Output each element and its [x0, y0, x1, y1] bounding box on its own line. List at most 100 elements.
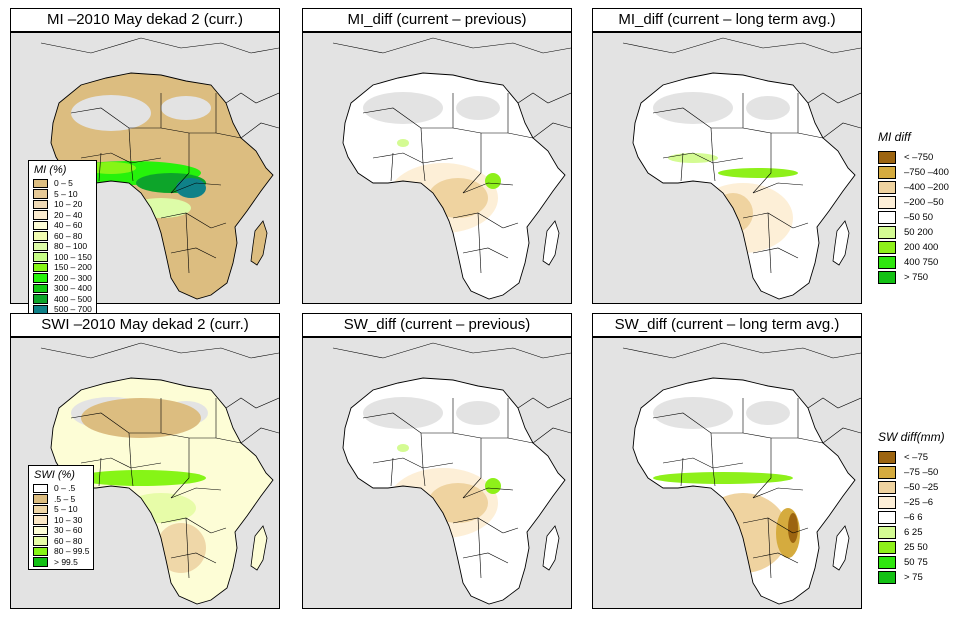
country-border: [680, 457, 684, 487]
value-region: [161, 96, 211, 120]
legend-title: MI diff: [878, 130, 911, 144]
map-africa: [302, 32, 572, 304]
legend-label: 50 75: [904, 556, 928, 568]
country-border: [752, 133, 772, 194]
value-region: [718, 168, 798, 178]
legend-label: 10 – 30: [54, 514, 83, 525]
legend-label: > 75: [904, 571, 923, 583]
legend-item: 10 – 30: [33, 515, 89, 526]
map-africa: [592, 32, 862, 304]
country-border: [170, 133, 190, 194]
country-border: [170, 552, 217, 564]
legend-swatch: [33, 504, 48, 514]
value-region: [653, 92, 733, 124]
madagascar: [832, 220, 850, 266]
country-border: [130, 467, 134, 487]
legend-label: 150 – 200: [54, 262, 92, 273]
value-region: [81, 398, 201, 438]
legend-label: 40 – 60: [54, 220, 83, 231]
legend-title: MI (%): [34, 164, 67, 176]
map-canvas: [622, 342, 861, 605]
country-border: [170, 182, 222, 194]
madagascar: [832, 525, 850, 571]
legend-label: 60 – 80: [54, 230, 83, 241]
value-region: [698, 493, 788, 573]
country-border: [797, 437, 824, 444]
country-border: [767, 212, 772, 274]
legend-item: 25 50: [878, 540, 945, 555]
legend-label: –50 –25: [904, 481, 939, 493]
legend-item: > 750: [878, 270, 949, 285]
legend-label: 60 – 80: [54, 535, 83, 546]
legend-label: < –750: [904, 151, 934, 163]
legend-item: –6 6: [878, 510, 945, 525]
legend-item: 400 750: [878, 255, 949, 270]
legend-label: –400 –200: [904, 181, 949, 193]
neighbor-coastline: [332, 342, 571, 444]
legend-label: –75 –50: [904, 466, 939, 478]
value-region: [485, 478, 501, 494]
value-region: [86, 162, 136, 174]
legend-item: –750 –400: [878, 165, 949, 180]
country-border: [767, 517, 772, 579]
country-border: [215, 437, 242, 444]
legend-label: –25 –6: [904, 496, 934, 508]
legend-label: < –75: [904, 451, 929, 463]
legend-item: –200 –50: [878, 195, 949, 210]
value-region: [131, 198, 191, 218]
legend-item: –50 –25: [878, 480, 945, 495]
legend-swatch: [33, 178, 48, 188]
country-border: [210, 222, 227, 229]
legend-swatch: [33, 262, 48, 272]
legend-label: 6 25: [904, 526, 923, 538]
legend-title: SW diff(mm): [878, 430, 945, 444]
value-region: [76, 470, 206, 486]
legend-label: 200 400: [904, 241, 939, 253]
country-border: [70, 107, 161, 129]
panel-title: SW_diff (current – long term avg.): [592, 313, 862, 337]
value-region: [176, 178, 206, 198]
legend-item: –75 –50: [878, 465, 945, 480]
country-border: [215, 132, 242, 139]
country-border: [462, 247, 509, 259]
legend-item: 5 – 10: [33, 189, 92, 200]
value-region: [653, 397, 733, 429]
country-border: [372, 152, 454, 164]
neighbor-coastline: [622, 37, 861, 139]
country-border: [477, 212, 482, 274]
legend-swatch: [33, 483, 48, 493]
value-region: [126, 493, 196, 523]
legend-item: 20 – 40: [33, 210, 92, 221]
country-border: [170, 438, 190, 499]
legend-swatch: [33, 494, 48, 504]
neighbor-coastline: [622, 342, 861, 444]
value-region: [746, 401, 790, 425]
value-region: [485, 173, 501, 189]
legend-swatch: [878, 540, 896, 555]
map-africa: [302, 337, 572, 609]
country-border: [390, 152, 394, 182]
legend-mi-diff: MI diff < –750 –750 –400 –400 –200 –200 –50…: [878, 130, 949, 285]
legend-item: < –750: [878, 150, 949, 165]
legend-swatch: [878, 195, 896, 210]
legend-item: 60 – 80: [33, 536, 89, 547]
country-border: [362, 107, 453, 129]
legend-swatch: [878, 495, 896, 510]
coastline: [632, 377, 856, 605]
country-border: [662, 457, 744, 469]
legend-swatch: [878, 255, 896, 270]
legend-label: 80 – 99.5: [54, 546, 90, 557]
country-border: [712, 162, 716, 182]
legend-swatch: [878, 555, 896, 570]
legend-swatch: [878, 270, 896, 285]
legend-label: 0 – .5: [54, 483, 76, 494]
value-region: [456, 96, 500, 120]
country-border: [80, 152, 162, 164]
legend-label: > 750: [904, 271, 929, 283]
map-canvas: [332, 342, 571, 605]
legend-swatch: [33, 294, 48, 304]
legend-swatch: [33, 283, 48, 293]
legend-label: 400 – 500: [54, 293, 92, 304]
country-border: [652, 107, 743, 129]
